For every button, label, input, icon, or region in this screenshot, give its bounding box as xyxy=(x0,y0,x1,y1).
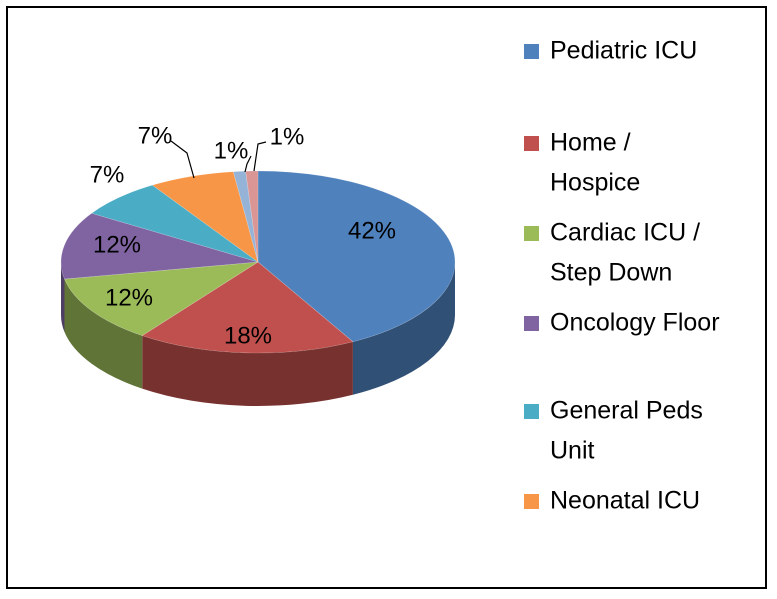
legend-item-general-peds-unit: General Peds Unit xyxy=(524,397,703,465)
slice-side-oncology-floor xyxy=(61,262,65,333)
legend-label: Unit xyxy=(550,437,595,465)
legend-label: Pediatric ICU xyxy=(550,37,697,65)
data-label: 1% xyxy=(270,123,305,150)
leader-lines xyxy=(170,140,267,179)
slice-oncology-floor xyxy=(60,212,259,280)
data-label: 7% xyxy=(90,161,125,188)
legend-item-cardiac-icu-step-down: Cardiac ICU / Step Down xyxy=(524,219,700,287)
legend: Pediatric ICU Home / Hospice Cardiac ICU / S… xyxy=(524,37,720,515)
leader-line xyxy=(244,155,252,173)
legend-label: Home / xyxy=(550,129,631,157)
legend-label: General Peds xyxy=(550,397,703,425)
legend-swatch xyxy=(524,316,539,331)
data-label: 7% xyxy=(138,122,173,149)
legend-item-home-hospice: Home / Hospice xyxy=(524,129,640,197)
legend-label: Cardiac ICU / xyxy=(550,219,700,247)
pie-side-walls xyxy=(61,262,455,406)
data-labels: 42% 18% 12% 12% 7% 7% 1% 1% xyxy=(90,122,396,349)
leader-line xyxy=(170,140,195,179)
slice-neonatal-icu xyxy=(151,171,259,263)
slice-cardiac-icu-step-down xyxy=(64,261,259,336)
data-label: 42% xyxy=(348,217,396,244)
legend-swatch xyxy=(524,226,539,241)
slice-home-hospice xyxy=(141,261,354,354)
pie-top-faces xyxy=(60,170,456,354)
data-label: 18% xyxy=(224,322,272,349)
data-label: 1% xyxy=(214,137,249,164)
slice-general-peds-unit xyxy=(90,184,259,263)
legend-swatch xyxy=(524,404,539,419)
legend-item-oncology-floor: Oncology Floor xyxy=(524,309,720,337)
slice-side-pediatric-icu xyxy=(352,262,455,395)
legend-swatch xyxy=(524,44,539,59)
data-label: 12% xyxy=(93,231,141,258)
legend-label: Hospice xyxy=(550,169,640,197)
legend-swatch xyxy=(524,136,539,151)
legend-label: Oncology Floor xyxy=(550,309,720,337)
leader-line xyxy=(253,141,267,172)
legend-item-neonatal-icu: Neonatal ICU xyxy=(524,487,700,515)
slice-pediatric-icu xyxy=(257,170,456,343)
legend-swatch xyxy=(524,494,539,509)
legend-item-pediatric-icu: Pediatric ICU xyxy=(524,37,697,65)
legend-label: Step Down xyxy=(550,259,672,287)
slice-side-home-hospice xyxy=(142,335,353,406)
slice-side-cardiac-icu-step-down xyxy=(64,279,143,389)
data-label: 12% xyxy=(105,284,153,311)
legend-label: Neonatal ICU xyxy=(550,487,700,515)
